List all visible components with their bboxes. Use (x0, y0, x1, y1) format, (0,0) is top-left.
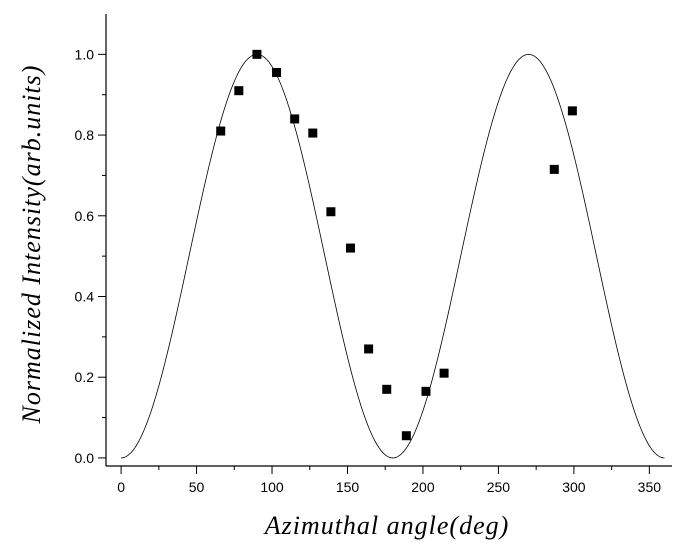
axes (105, 14, 672, 467)
y-tick-label: 0.4 (75, 289, 95, 305)
x-tick-label: 150 (336, 479, 360, 495)
data-markers (216, 49, 577, 441)
data-point (439, 368, 449, 378)
data-point (326, 207, 336, 217)
data-point (549, 164, 559, 174)
plot-area (121, 49, 665, 459)
fit-curve (121, 53, 665, 459)
y-tick-label: 1.0 (75, 46, 95, 62)
data-point (364, 344, 374, 354)
y-tick-label: 0.6 (75, 208, 95, 224)
data-point (567, 106, 577, 116)
data-point (308, 128, 318, 138)
x-tick-label: 250 (487, 479, 511, 495)
y-tick-label: 0.2 (75, 369, 95, 385)
y-tick-label: 0.0 (75, 450, 95, 466)
x-tick-label: 200 (411, 479, 435, 495)
data-point (401, 431, 411, 441)
data-point (272, 68, 282, 78)
y-ticks: 0.0 0.2 0.4 0.6 0.8 1.0 (75, 46, 106, 466)
data-point (290, 114, 300, 124)
data-point (382, 384, 392, 394)
x-ticks: 0 50 100 150 200 250 300 350 (117, 466, 661, 495)
x-tick-label: 0 (117, 479, 125, 495)
x-tick-label: 350 (638, 479, 662, 495)
y-tick-label: 0.8 (75, 127, 95, 143)
data-point (346, 243, 356, 253)
data-point (234, 86, 244, 96)
x-axis-title: Azimuthal angle(deg) (263, 511, 510, 540)
data-point (216, 126, 226, 136)
data-point (421, 386, 431, 396)
y-axis-title: Normalized Intensity(arb.units) (17, 65, 46, 425)
x-tick-label: 50 (189, 479, 205, 495)
data-point (252, 49, 262, 59)
x-tick-label: 100 (260, 479, 284, 495)
x-tick-label: 300 (562, 479, 586, 495)
